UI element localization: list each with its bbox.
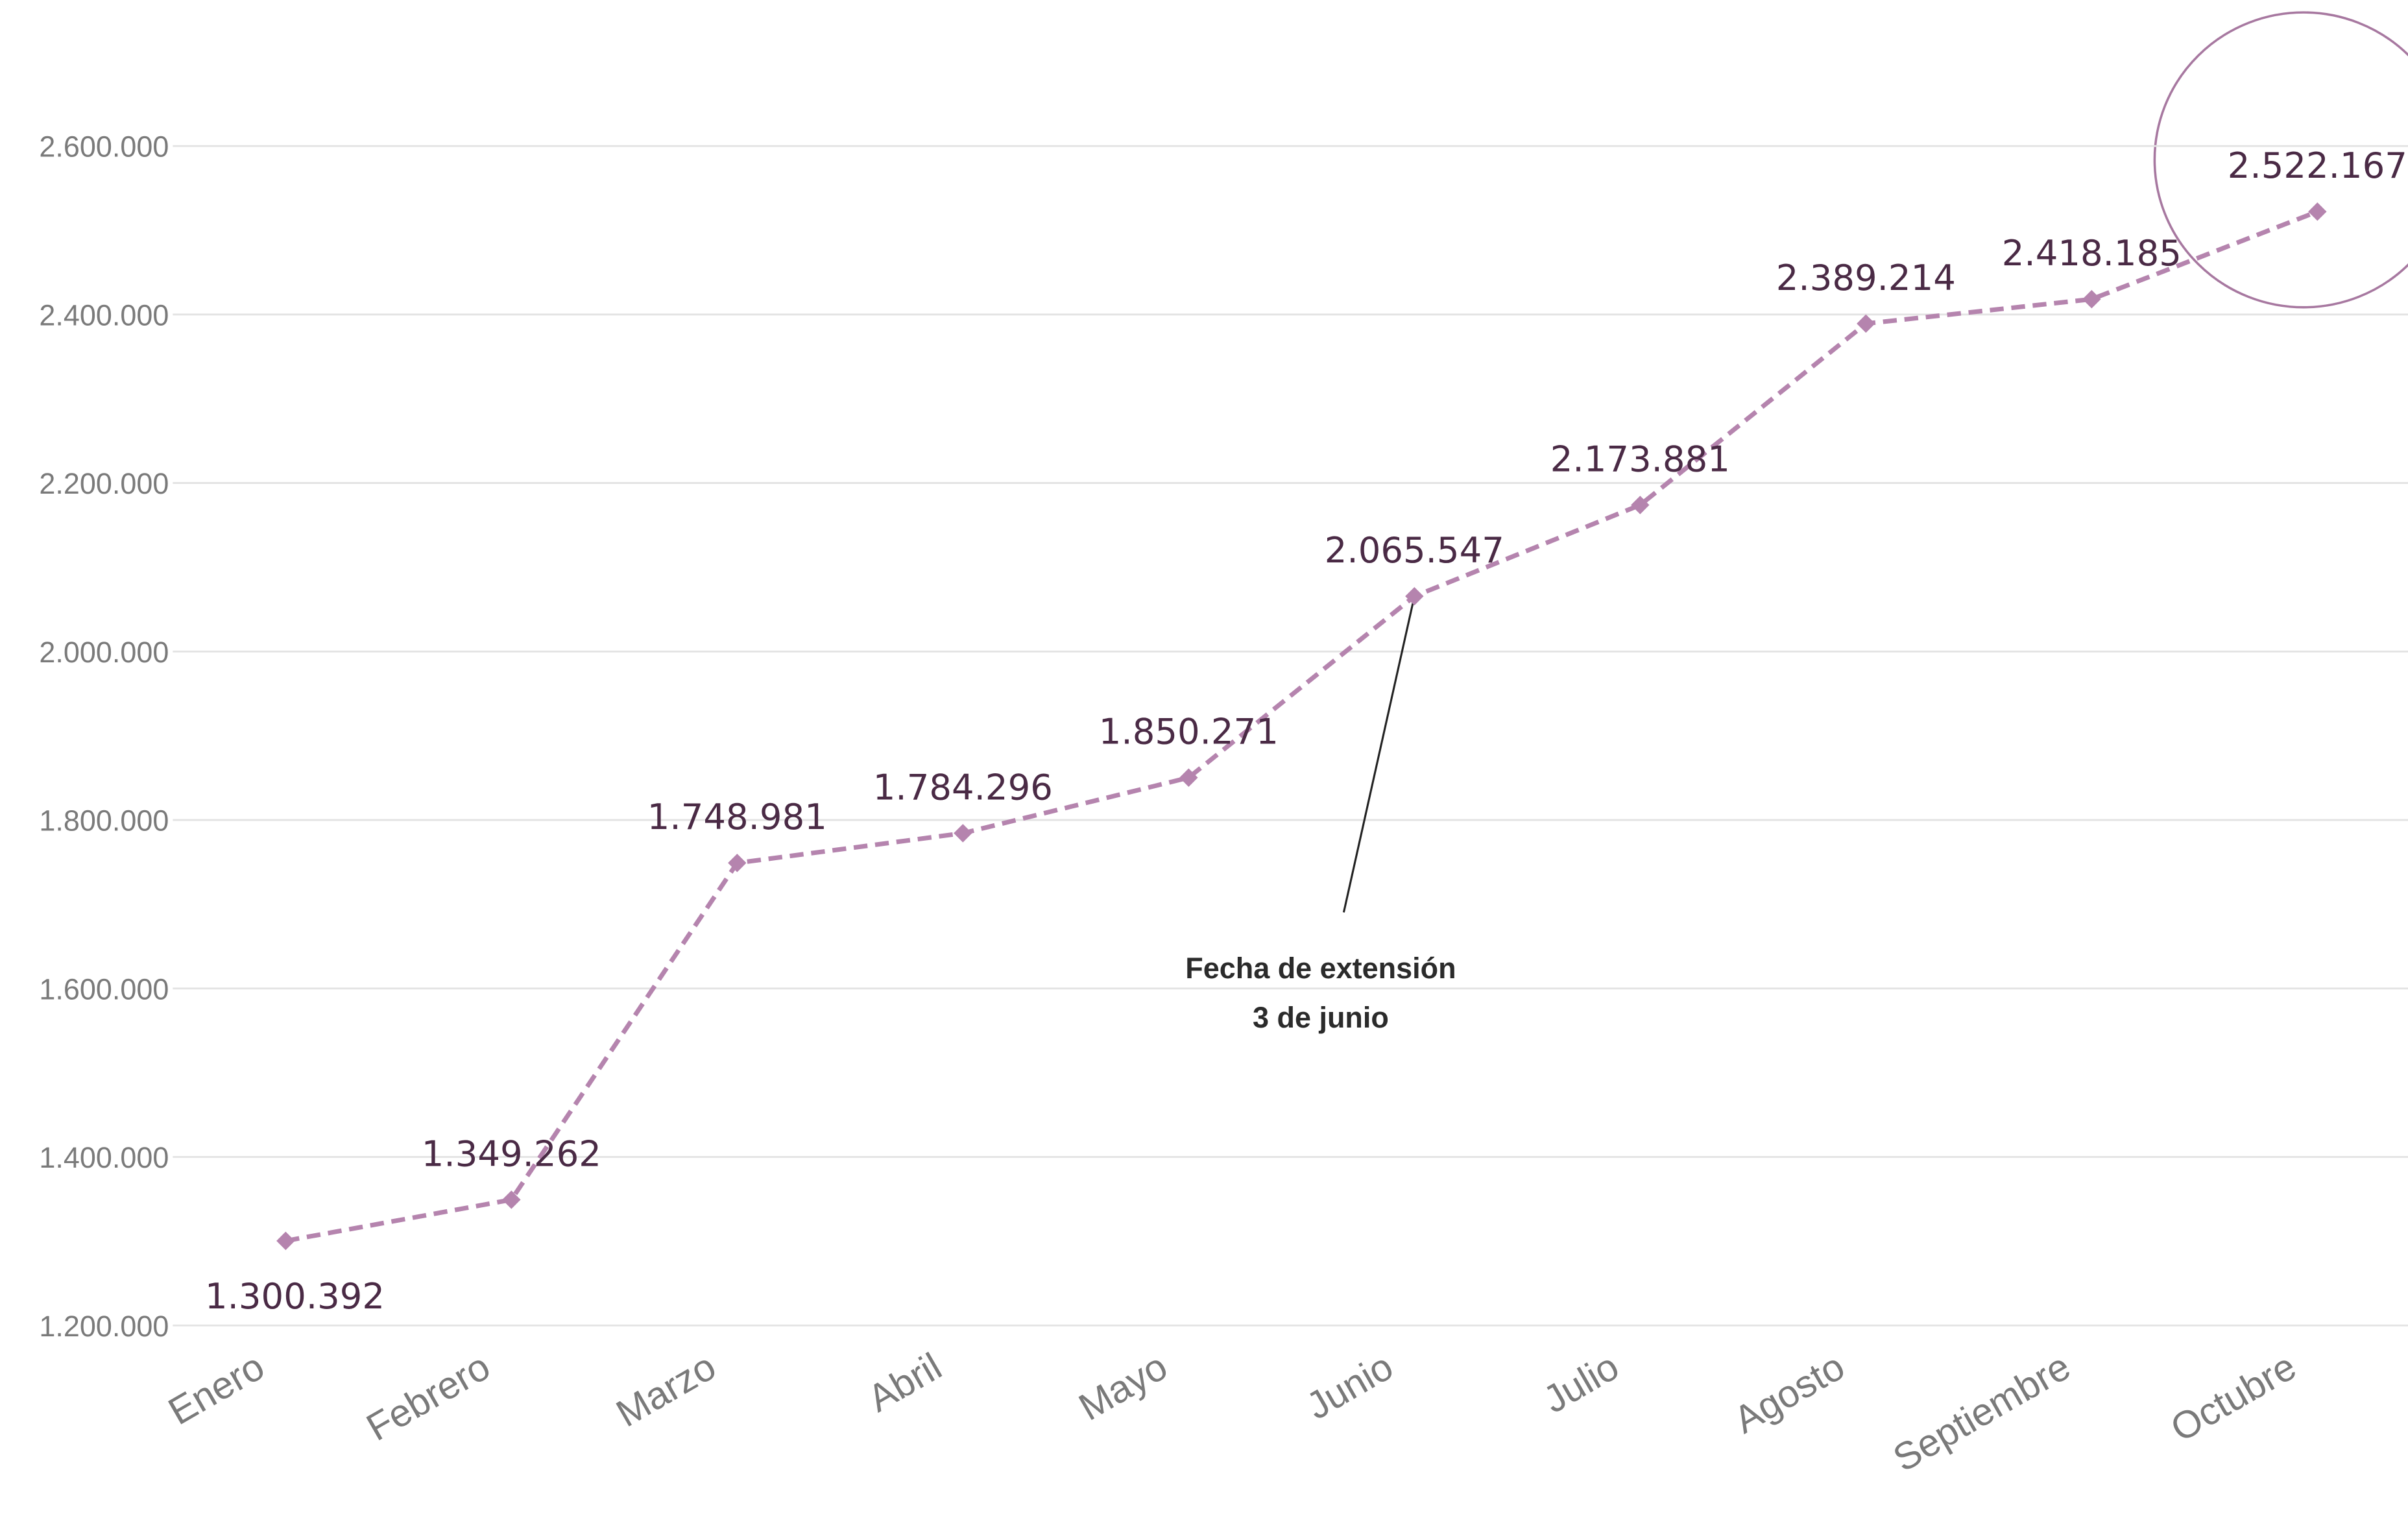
data-label: 2.418.185 (2002, 232, 2182, 274)
data-label: 1.850.271 (1099, 711, 1279, 752)
data-label: 1.784.296 (873, 766, 1053, 808)
annotation-leader (1342, 596, 1415, 913)
y-tick-label: 2.200.000 (39, 467, 169, 500)
annotation-line-1: Fecha de extensión (1185, 952, 1456, 985)
marker (1631, 496, 1650, 514)
marker (728, 854, 747, 872)
line (285, 209, 2318, 1244)
x-tick-label: Septiembre (1886, 1344, 2078, 1480)
y-tick-label: 1.600.000 (39, 972, 169, 1005)
marker (1179, 768, 1198, 787)
y-tick-label: 1.800.000 (39, 804, 169, 837)
marker (2308, 202, 2327, 221)
marker (1405, 586, 1424, 606)
x-tick-label: Octubre (2163, 1344, 2304, 1450)
y-tick-label: 1.400.000 (39, 1141, 169, 1174)
data-label: 1.300.392 (205, 1275, 385, 1317)
data-label: 2.065.547 (1325, 529, 1504, 571)
marker (502, 1190, 521, 1209)
data-label: 1.748.981 (647, 796, 827, 837)
x-tick-label: Marzo (609, 1344, 723, 1435)
x-tick-label: Junio (1299, 1344, 1400, 1428)
marker (1857, 314, 1875, 333)
data-label: 1.349.262 (422, 1133, 601, 1174)
marker (276, 1231, 295, 1251)
x-tick-label: Mayo (1072, 1344, 1175, 1428)
y-tick-label: 2.600.000 (39, 130, 169, 163)
x-tick-label: Febrero (359, 1344, 497, 1449)
x-tick-label: Julio (1536, 1344, 1626, 1421)
y-tick-label: 1.200.000 (39, 1310, 169, 1343)
plot: 1.200.000 1.400.000 1.600.000 1.800.000 2.00… (39, 130, 2408, 1480)
x-tick-label: Enero (161, 1344, 271, 1433)
data-label: 2.389.214 (1776, 257, 1956, 298)
data-label: 2.522.167 (2228, 145, 2407, 186)
marker (2082, 290, 2101, 309)
y-tick-label: 2.000.000 (39, 636, 169, 669)
x-tick-label: Agosto (1726, 1344, 1851, 1441)
marker (954, 824, 972, 843)
x-tick-label: Abril (860, 1344, 948, 1420)
annotation-line-2: 3 de junio (1253, 1001, 1389, 1034)
y-tick-label: 2.400.000 (39, 298, 169, 331)
data-label: 2.173.881 (1550, 438, 1730, 479)
highlight-ellipse (2153, 11, 2408, 309)
